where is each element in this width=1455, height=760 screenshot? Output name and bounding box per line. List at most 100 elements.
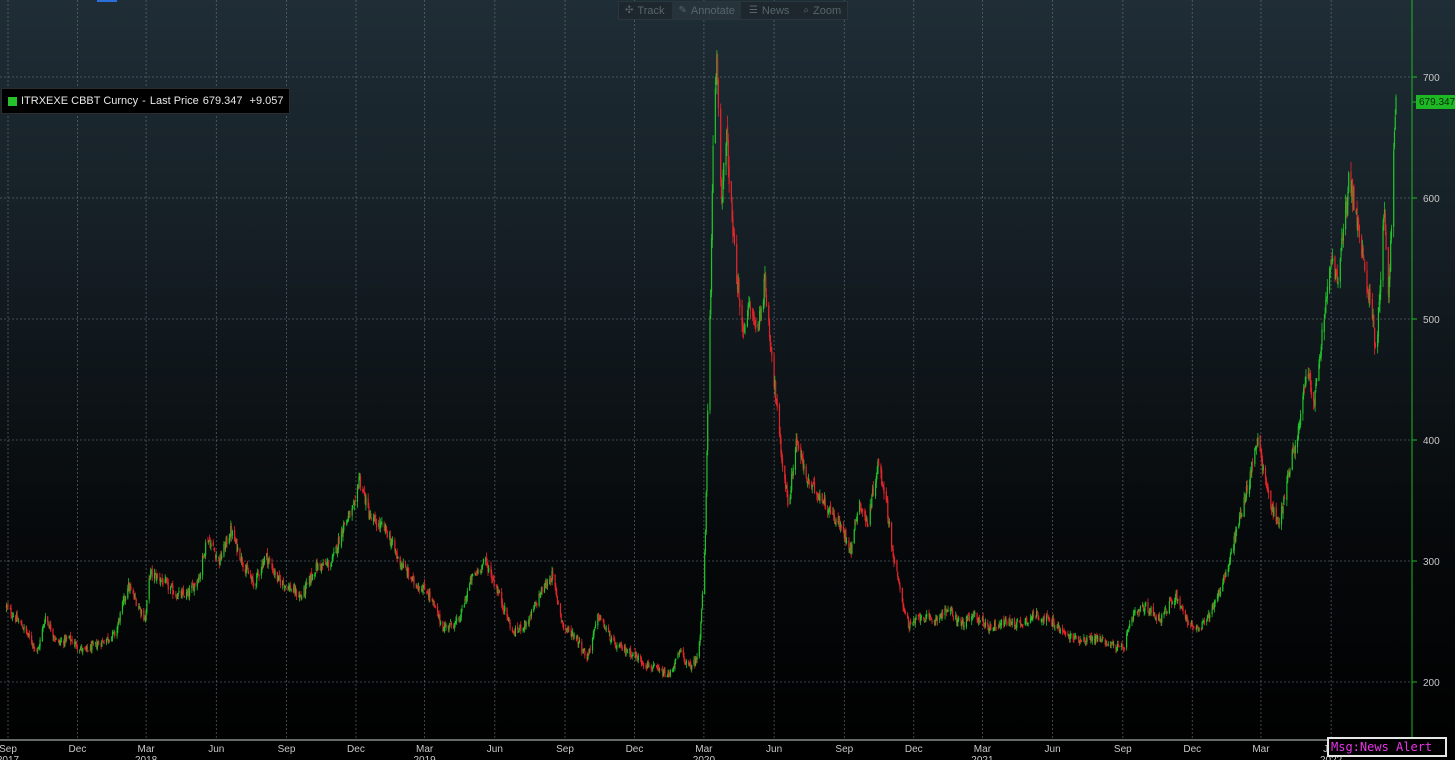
candle-body (1148, 612, 1150, 614)
candle-body (1072, 634, 1074, 640)
candle-body (1107, 645, 1109, 646)
candle-body (34, 647, 36, 649)
track-tool[interactable]: ✣ Track (625, 4, 665, 17)
candle-body (1233, 535, 1235, 551)
candle-body (1016, 621, 1018, 629)
candle-body (901, 587, 903, 603)
candle-body (945, 609, 948, 613)
candle-body (79, 648, 82, 650)
candle-body (1069, 634, 1071, 640)
candle-body (1182, 608, 1184, 611)
candle-body (1122, 647, 1125, 649)
candle-body (1270, 490, 1272, 508)
candle-body (816, 491, 818, 496)
candle-body (401, 564, 403, 566)
candle-body (44, 623, 46, 625)
candle-body (369, 516, 371, 519)
candle-body (298, 595, 300, 598)
candle-body (1348, 172, 1350, 192)
candle-body (284, 585, 286, 587)
candle-body (385, 525, 387, 531)
candle-body (618, 645, 620, 647)
candle-body (1355, 210, 1357, 214)
news-alert-button[interactable]: Msg:News Alert (1327, 737, 1447, 757)
candle-body (549, 577, 552, 582)
candle-body (18, 620, 20, 622)
candle-body (874, 482, 877, 497)
candle-body (755, 320, 757, 328)
candle-body (616, 645, 618, 649)
candle-body (1238, 516, 1241, 524)
candle-body (621, 647, 623, 651)
candle-body (565, 628, 567, 630)
candle-body (185, 592, 188, 599)
candle-body (166, 579, 168, 582)
candle-body (228, 538, 230, 544)
candle-body (395, 552, 397, 555)
candle-body (1267, 483, 1269, 493)
candle-body (1238, 524, 1240, 529)
candle-body (401, 564, 404, 568)
candle-body (429, 591, 431, 598)
candle-body (1015, 624, 1017, 628)
candle-body (1115, 645, 1117, 651)
candle-body (1325, 300, 1328, 301)
candle-body (881, 470, 883, 485)
candle-body (1014, 626, 1016, 627)
annotate-tool[interactable]: ✎ Annotate (672, 2, 741, 19)
news-tool[interactable]: ☰ News (748, 4, 790, 17)
candle-body (418, 586, 420, 590)
candle-body (363, 491, 365, 494)
candle-body (1353, 186, 1355, 211)
candle-body (784, 465, 786, 480)
candle-body (994, 621, 996, 631)
candle-body (556, 589, 558, 596)
candle-body (673, 666, 675, 668)
candle-body (354, 500, 356, 502)
candle-body (976, 613, 978, 620)
zoom-tool[interactable]: ⌕ Zoom (803, 4, 842, 17)
candle-body (480, 571, 482, 572)
candle-body (375, 523, 378, 528)
candle-body (298, 595, 301, 598)
candle-body (963, 625, 965, 627)
candle-body (1256, 444, 1258, 446)
candle-body (678, 650, 681, 655)
pencil-icon: ✎ (678, 5, 687, 16)
candle-body (351, 508, 353, 516)
candle-body (301, 597, 303, 599)
candle-body (1032, 611, 1035, 616)
candle-body (899, 585, 901, 590)
candle-body (1011, 618, 1013, 625)
series-legend[interactable]: ITRXEXE CBBT Curncy - Last Price 679.347… (1, 88, 291, 114)
candle-body (933, 620, 935, 622)
candle-body (988, 628, 990, 631)
candle-body (1074, 635, 1077, 638)
candle-body (826, 510, 829, 512)
candle-body (701, 609, 703, 623)
candle-body (1139, 609, 1141, 613)
legend-field: Last Price (149, 95, 199, 107)
candle-body (785, 486, 787, 489)
candle-body (395, 551, 397, 553)
candle-body (559, 603, 562, 615)
candle-body (844, 531, 846, 539)
candle-body (1367, 291, 1370, 301)
candle-body (578, 642, 580, 645)
candle-body (910, 621, 912, 624)
candle-body (837, 517, 839, 524)
candle-body (1155, 617, 1158, 621)
candle-body (96, 644, 98, 650)
candle-body (1261, 452, 1263, 461)
candle-body (1291, 451, 1293, 470)
candle-body (162, 580, 164, 585)
candle-body (855, 520, 858, 522)
candle-body (1045, 615, 1048, 622)
candle-body (817, 494, 819, 496)
candle-body (340, 530, 343, 547)
candle-body (1097, 635, 1099, 642)
candle-body (118, 619, 121, 622)
candle-body (256, 573, 258, 584)
